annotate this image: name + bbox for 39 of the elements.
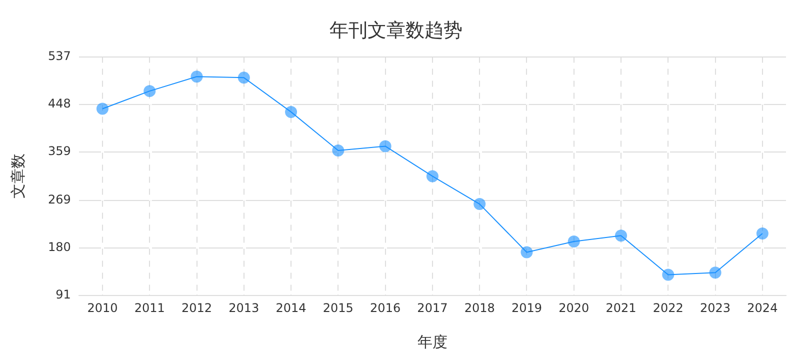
x-tick-label: 2010: [87, 300, 118, 315]
chart-title: 年刊文章数趋势: [330, 19, 462, 42]
point: [615, 230, 628, 242]
x-tick-label: 2011: [134, 300, 165, 315]
point: [96, 102, 108, 115]
point: [332, 144, 344, 156]
x-tick-label: 2016: [370, 300, 401, 315]
point: [190, 70, 203, 83]
y-tick-label: 359: [48, 144, 71, 158]
point: [662, 268, 674, 281]
x-tick-label: 2017: [417, 300, 448, 315]
x-tick-label: 2015: [322, 300, 354, 315]
y-tick-label: 91: [56, 288, 71, 302]
point: [379, 140, 392, 152]
x-tick-label: 2018: [464, 300, 495, 315]
x-tick-label: 2024: [747, 300, 778, 315]
y-tick-label: 448: [48, 96, 71, 111]
point: [144, 85, 156, 98]
point: [756, 227, 768, 240]
x-tick-label: 2023: [700, 300, 731, 315]
y-tick-label: 269: [48, 192, 71, 206]
point: [520, 246, 533, 258]
point: [568, 236, 580, 248]
x-axis-title: 年度: [417, 332, 448, 351]
point: [474, 198, 486, 210]
y-tick-label: 180: [48, 240, 71, 254]
x-tick-label: 2012: [181, 300, 212, 315]
y-axis-title: 文章数: [8, 154, 27, 199]
x-tick-label: 2022: [652, 300, 684, 315]
x-tick-label: 2013: [228, 300, 260, 315]
x-tick-label: 2021: [606, 300, 636, 315]
point: [426, 170, 438, 182]
point: [709, 266, 722, 279]
y-tick-label: 537: [48, 48, 71, 63]
x-tick-label: 2014: [276, 300, 306, 315]
x-tick-label: 2020: [558, 300, 590, 315]
point: [285, 106, 298, 118]
x-tick-label: 2019: [511, 300, 542, 315]
point: [238, 72, 250, 84]
